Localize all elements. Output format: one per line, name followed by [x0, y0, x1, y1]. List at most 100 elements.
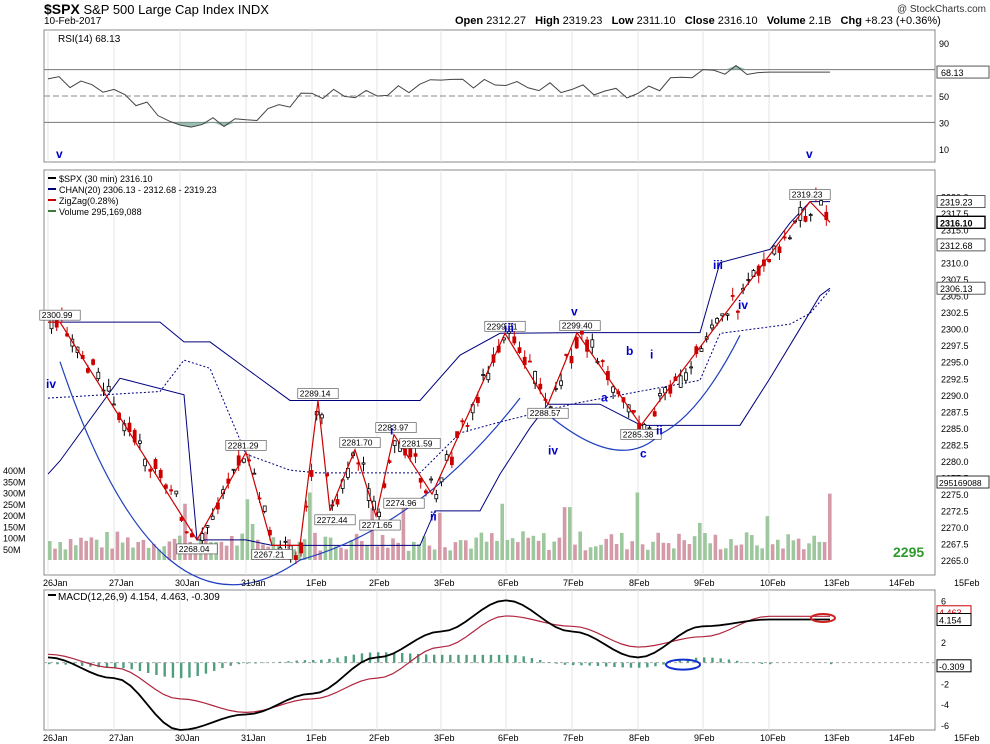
macd-histogram-bar [719, 658, 722, 663]
macd-histogram-bar [385, 652, 388, 663]
candle-body [299, 542, 304, 554]
candle-body [528, 360, 532, 363]
volume-bar [391, 538, 395, 560]
rsi-line [47, 64, 830, 128]
candle-body [148, 468, 153, 472]
pivot-label-box [559, 320, 601, 331]
candle-body [158, 469, 163, 479]
candle-body [590, 339, 595, 348]
candle-body [137, 440, 142, 444]
volume-bar [786, 534, 790, 560]
candle-body [86, 368, 90, 373]
volume-bar [609, 534, 614, 560]
legend-swatch [48, 199, 56, 201]
macd-histogram-bar [572, 662, 575, 666]
volume-bar [677, 533, 681, 560]
x-axis-date-label: 27Jan [109, 578, 134, 588]
candle-body [725, 313, 730, 316]
price-legend-entry: ZigZag(0.28%) [59, 196, 119, 206]
volume-bar [765, 516, 770, 560]
price-tick-label: 2300.0 [941, 325, 969, 335]
price-tick-label: 2302.5 [941, 308, 969, 318]
volume-bar [531, 535, 536, 560]
volume-bar [68, 539, 73, 560]
candle-body [730, 295, 735, 297]
price-tick-label: 2282.5 [941, 440, 969, 450]
volume-bar [120, 542, 125, 560]
candle-body [163, 484, 168, 489]
volume-tick-label: 200M [3, 511, 26, 521]
volume-bar [796, 538, 801, 560]
volume-bar [412, 541, 416, 560]
volume-bar [230, 535, 234, 560]
macd-value-tag-text: 4.154 [939, 616, 962, 626]
macd-value-tag [936, 659, 972, 673]
volume-bar [698, 522, 702, 560]
macd-histogram-bar [506, 654, 509, 663]
volume-bar [427, 545, 432, 560]
x-axis-date-label: 13Feb [824, 578, 850, 588]
volume-bar [724, 548, 728, 560]
pivot-label-box [484, 320, 526, 332]
candle-body [824, 211, 829, 221]
volume-bar [625, 549, 629, 560]
volume-bar [74, 545, 78, 560]
x-axis-date-label: 7Feb [563, 733, 584, 743]
volume-bar [302, 539, 307, 560]
volume-bar [131, 547, 135, 560]
volume-bar [770, 544, 775, 560]
volume-bar [63, 549, 68, 560]
wave-label: iv [46, 377, 56, 391]
macd-histogram-bar [694, 657, 698, 663]
pivot-label: 2285.38 [623, 429, 654, 439]
volume-bar [48, 541, 52, 560]
pivot-label: 2288.57 [530, 408, 561, 418]
volume-bar [219, 541, 224, 560]
volume-bar [630, 541, 634, 560]
volume-bar [604, 538, 608, 560]
macd-histogram-bar [221, 662, 224, 669]
macd-histogram-bar [320, 659, 323, 663]
volume-tick-label: 400M [3, 466, 26, 476]
candle-body [91, 359, 95, 365]
volume-bar [386, 547, 390, 560]
wave-label: ii [430, 509, 437, 523]
macd-histogram-bar [295, 660, 298, 663]
wave-label: iii [504, 321, 514, 335]
price-tick-label: 2315.0 [941, 226, 969, 236]
price-tag [936, 215, 986, 229]
legend-swatch [48, 177, 56, 179]
rsi-value-tag-text: 68.13 [941, 68, 964, 78]
arc-curve-left [59, 361, 521, 586]
volume-bar [157, 549, 161, 560]
wave-label: ii [656, 423, 663, 437]
macd-histogram-bar [769, 662, 772, 665]
pivot-label: 2268.04 [179, 544, 210, 554]
volume-bar [94, 539, 99, 560]
price-tick-label: 2305.0 [941, 292, 969, 302]
pivot-label-box [375, 422, 417, 433]
macd-value-tag-text: -0.309 [939, 662, 965, 672]
macd-histogram-bar [56, 662, 59, 665]
volume-bar [84, 540, 88, 560]
x-axis-date-label: 6Feb [498, 733, 519, 743]
volume-tick-label: 300M [3, 489, 26, 499]
candle-body [200, 533, 205, 541]
macd-histogram-bar [48, 662, 51, 665]
macd-value-tag-text: 4.463 [939, 608, 962, 618]
volume-bar [536, 540, 541, 560]
volume-bar [703, 533, 707, 560]
pivot-label: 2289.14 [300, 388, 331, 398]
volume-bar [172, 538, 177, 560]
volume-bar [807, 543, 811, 560]
macd-histogram-bar [114, 662, 117, 668]
price-tick-label: 2310.0 [941, 259, 969, 269]
macd-histogram-bar [588, 662, 591, 666]
candle-body [808, 214, 813, 216]
macd-cross-circle-red [810, 613, 836, 623]
price-tag-text: 2312.68 [940, 241, 973, 251]
volume-bar [245, 499, 250, 560]
volume-bar [313, 532, 317, 560]
volume-bar [495, 540, 499, 560]
